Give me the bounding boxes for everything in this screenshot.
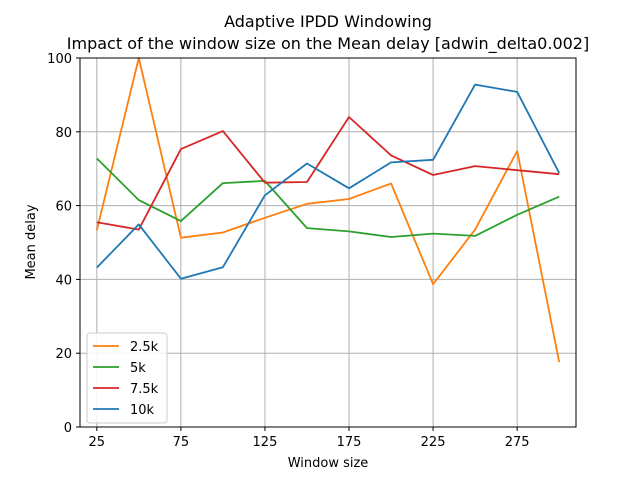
series-lines xyxy=(95,57,561,363)
y-tick-label: 40 xyxy=(55,273,72,288)
x-tick-label: 275 xyxy=(505,435,530,450)
x-tick-label: 225 xyxy=(421,435,446,450)
y-axis-label: Mean delay xyxy=(24,204,39,279)
y-tick-label: 80 xyxy=(55,126,72,141)
x-axis-label: Window size xyxy=(288,456,369,471)
series-line-5k xyxy=(96,157,560,238)
plot-frame xyxy=(79,57,577,428)
legend-label: 10k xyxy=(130,403,155,418)
chart-subtitle: Impact of the window size on the Mean de… xyxy=(67,34,589,54)
legend-label: 2.5k xyxy=(130,340,159,355)
legend: 2.5k 5k 7.5k 10k xyxy=(86,332,168,424)
x-tick-label: 175 xyxy=(337,435,362,450)
y-tick-label: 20 xyxy=(55,347,72,362)
x-axis-ticks: 25 75 125 175 225 275 xyxy=(89,427,530,450)
series-line-2.5k xyxy=(95,57,561,363)
legend-label: 5k xyxy=(130,361,146,376)
series-line-7.5k xyxy=(96,116,560,231)
legend-box xyxy=(86,332,168,424)
x-tick-label: 75 xyxy=(173,435,190,450)
y-tick-label: 60 xyxy=(55,200,72,215)
y-axis-ticks: 0 20 40 60 80 100 xyxy=(47,52,80,436)
y-tick-label: 100 xyxy=(47,52,72,67)
x-tick-label: 125 xyxy=(253,435,278,450)
x-tick-label: 25 xyxy=(89,435,106,450)
chart-title: Adaptive IPDD Windowing xyxy=(224,12,432,31)
y-tick-label: 0 xyxy=(64,421,72,436)
legend-label: 7.5k xyxy=(130,382,159,397)
series-line-10k xyxy=(96,83,560,280)
